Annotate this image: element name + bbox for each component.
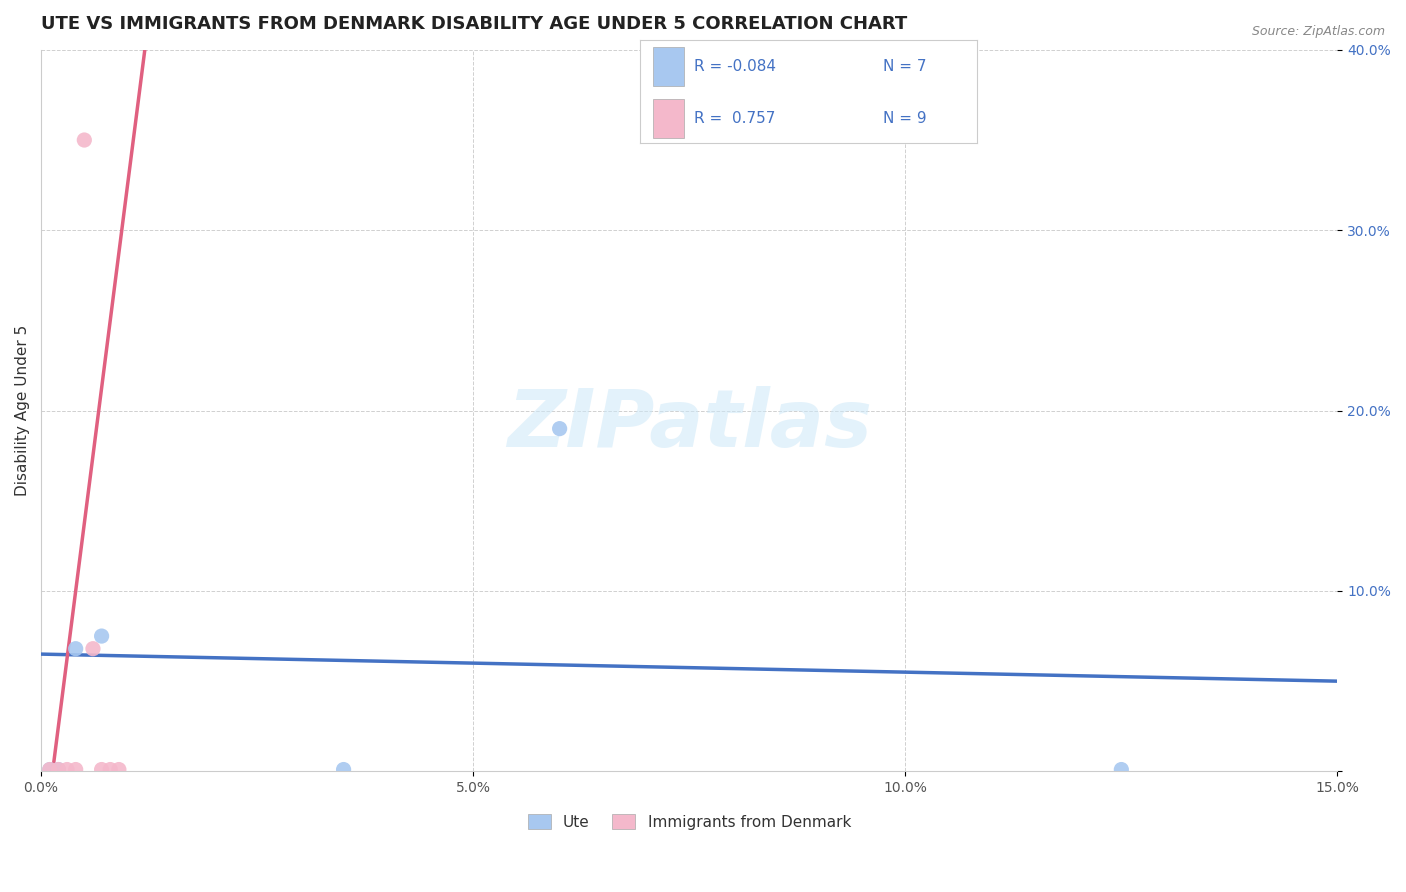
Text: R =  0.757: R = 0.757 — [693, 111, 775, 126]
Text: N = 7: N = 7 — [883, 59, 927, 74]
Point — [73, 133, 96, 147]
Point — [82, 641, 104, 656]
FancyBboxPatch shape — [654, 99, 683, 137]
Point — [548, 422, 571, 436]
Point — [48, 763, 70, 777]
Point — [1111, 763, 1133, 777]
Point — [38, 763, 60, 777]
Text: N = 9: N = 9 — [883, 111, 927, 126]
Legend: Ute, Immigrants from Denmark: Ute, Immigrants from Denmark — [522, 807, 858, 836]
Y-axis label: Disability Age Under 5: Disability Age Under 5 — [15, 325, 30, 496]
Point — [65, 641, 87, 656]
Point — [98, 763, 121, 777]
Point — [108, 763, 131, 777]
FancyBboxPatch shape — [654, 47, 683, 87]
Text: ZIPatlas: ZIPatlas — [506, 386, 872, 464]
Text: R = -0.084: R = -0.084 — [693, 59, 776, 74]
Point — [65, 763, 87, 777]
Point — [90, 763, 112, 777]
Point — [90, 629, 112, 643]
Point — [38, 763, 60, 777]
Point — [56, 763, 79, 777]
Point — [48, 763, 70, 777]
Text: Source: ZipAtlas.com: Source: ZipAtlas.com — [1251, 25, 1385, 38]
Text: UTE VS IMMIGRANTS FROM DENMARK DISABILITY AGE UNDER 5 CORRELATION CHART: UTE VS IMMIGRANTS FROM DENMARK DISABILIT… — [41, 15, 907, 33]
Point — [332, 763, 354, 777]
